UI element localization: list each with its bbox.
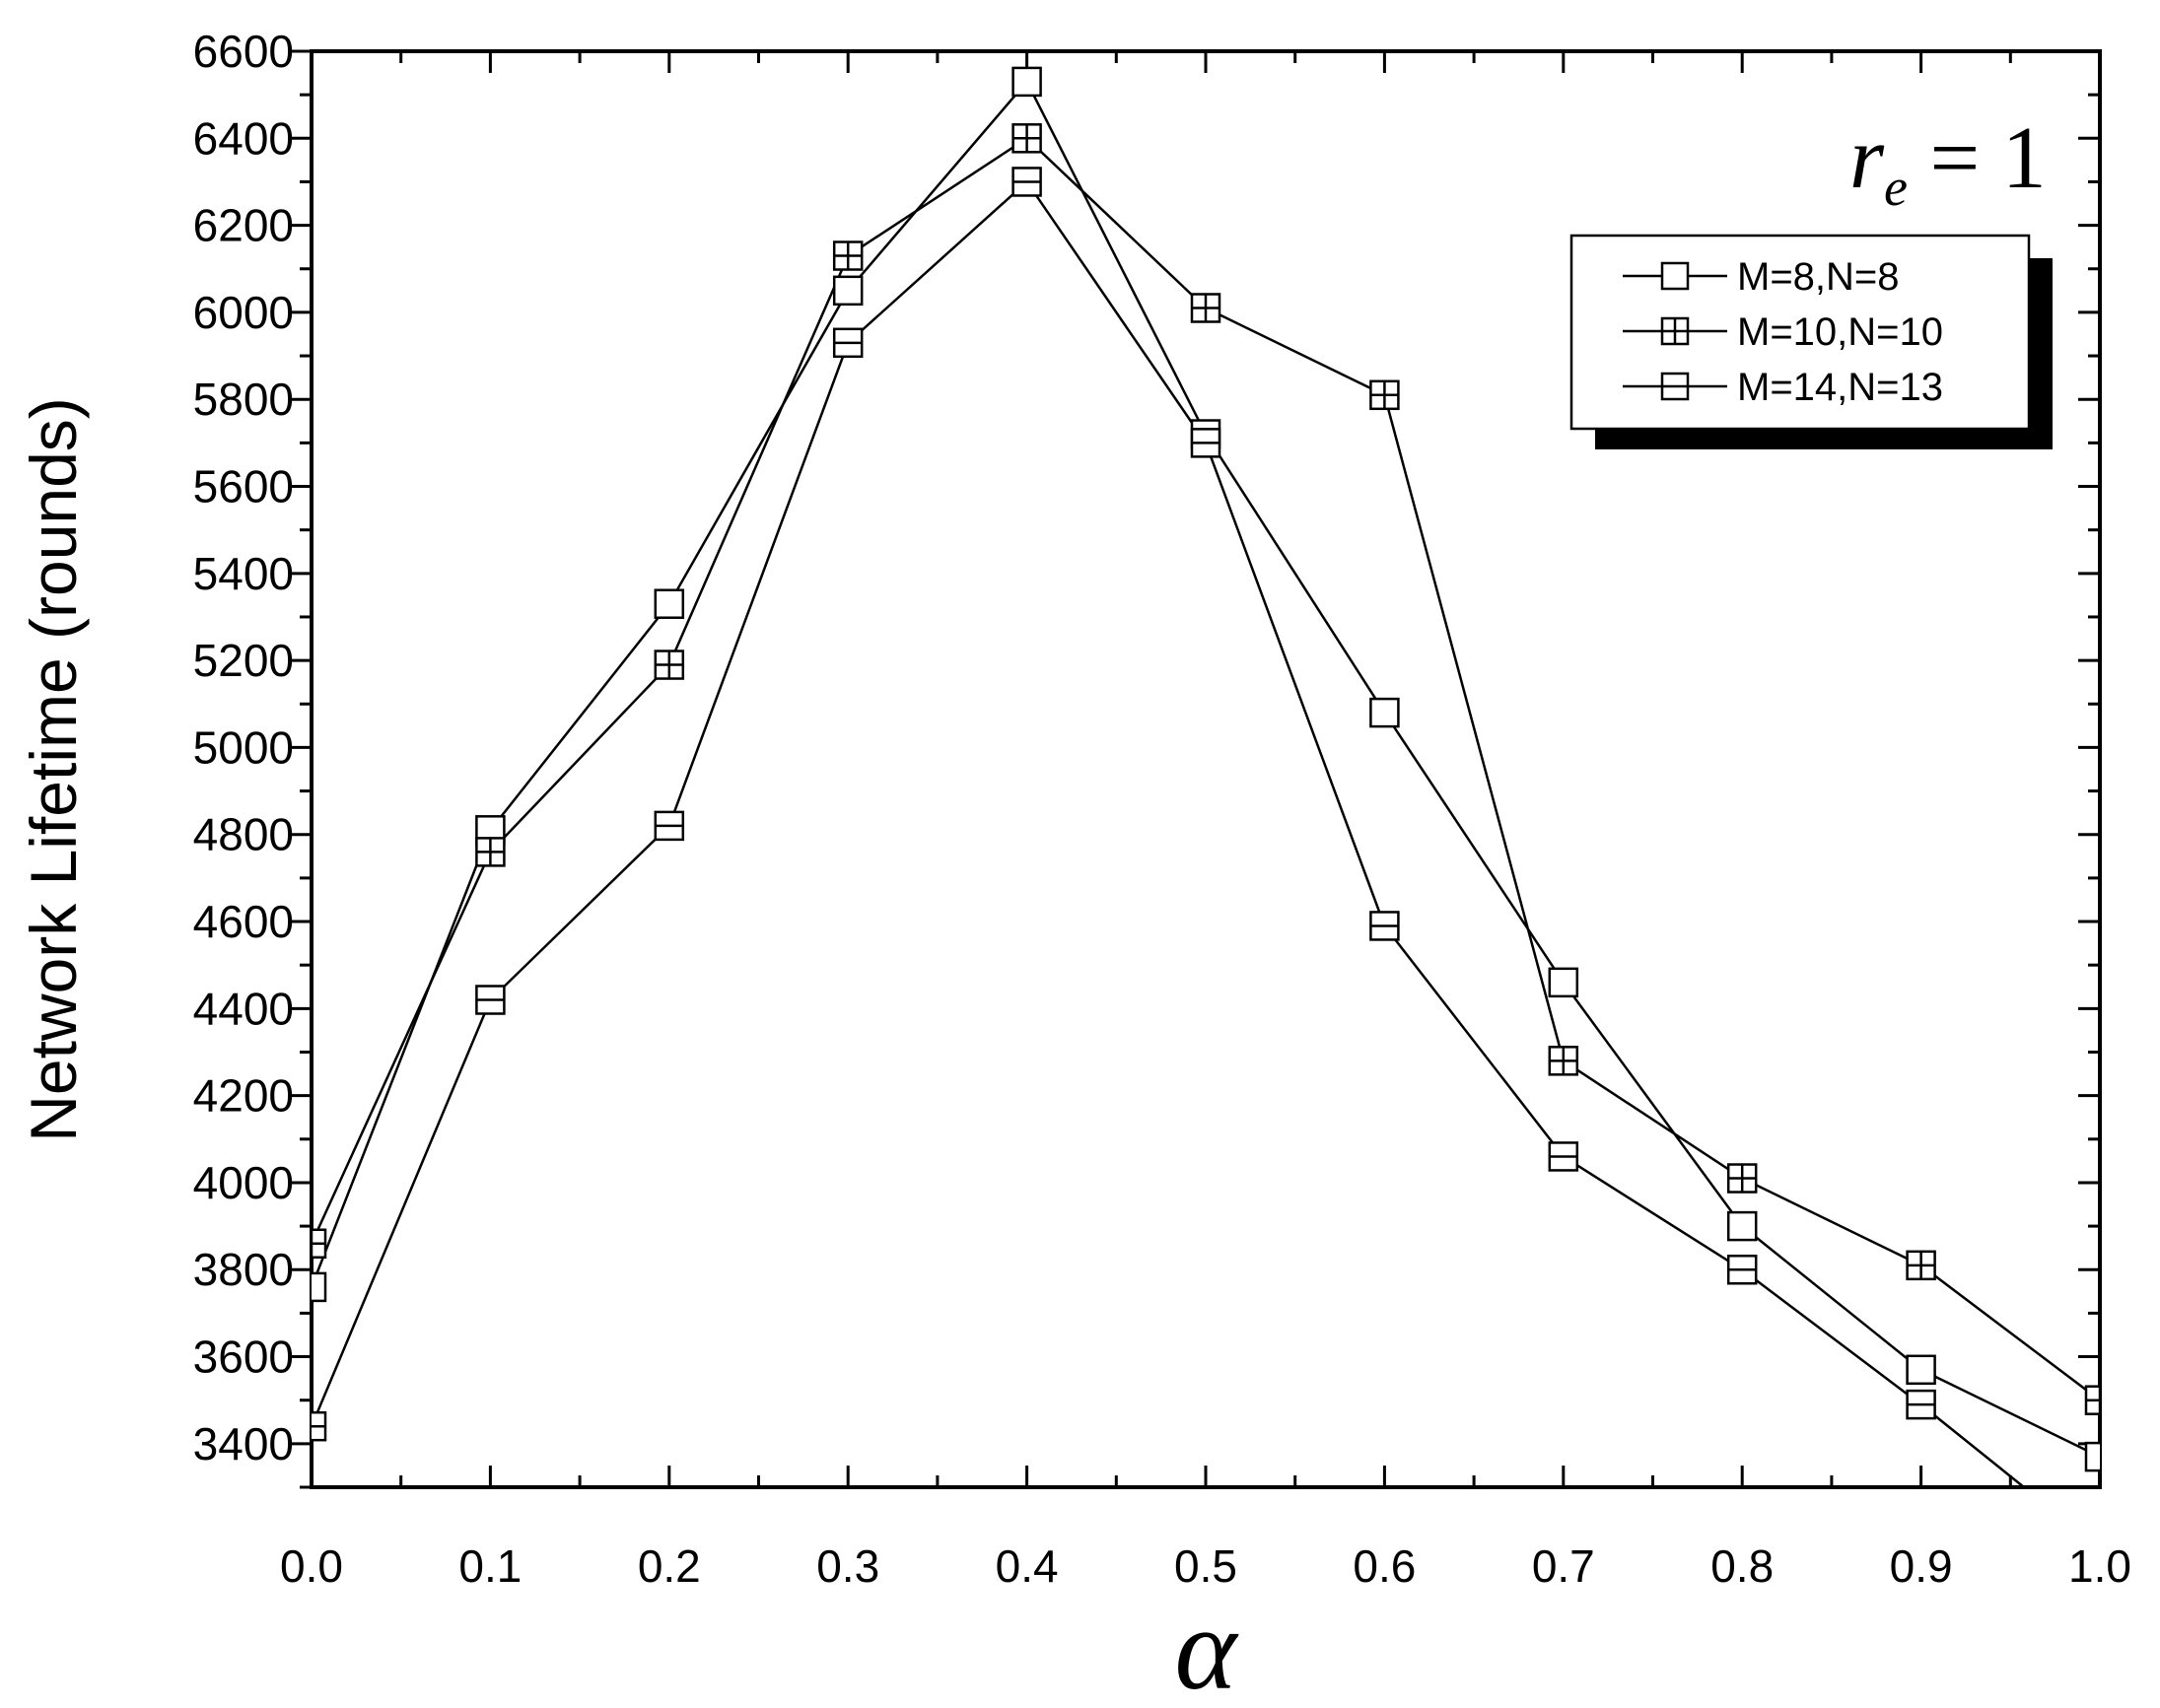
legend-label: M=8,N=8 [1737,255,1900,299]
x-tick-label: 0.5 [1174,1540,1237,1592]
y-tick-label: 6400 [193,112,294,164]
legend-marker [1660,372,1690,401]
data-point-series-3 [1190,428,1221,458]
y-tick-label: 5200 [193,635,294,686]
data-point-series-2 [654,649,685,680]
data-point-series-1 [312,1271,327,1303]
legend-item: M=8,N=8 [1623,255,1900,299]
x-axis-label: α [1175,1583,1239,1708]
y-tick-label: 6200 [193,200,294,251]
data-point-series-2 [1369,379,1400,411]
data-point-series-1 [1011,66,1042,98]
legend-label: M=14,N=13 [1737,366,1943,409]
data-point-series-2 [2084,1385,2100,1415]
x-tick-label: 1.0 [2068,1540,2131,1592]
y-tick-label: 5400 [193,548,294,599]
x-tick-label: 0.2 [638,1540,701,1592]
y-tick-label: 4800 [193,809,294,860]
y-tick-label: 5800 [193,374,294,425]
x-tick-label: 0.8 [1710,1540,1774,1592]
y-tick-label: 3800 [193,1244,294,1295]
data-point-series-1 [1906,1354,1936,1386]
y-tick-labels: 3400 3600 3800 4000 4200 4400 4600 4800 5000 5200… [193,26,294,1469]
data-point-series-1 [1369,697,1400,728]
x-tick-label: 0.3 [816,1540,879,1592]
data-point-series-1 [2084,1441,2100,1472]
data-point-series-2 [1548,1046,1579,1076]
x-tick-label: 0.1 [458,1540,522,1592]
data-point-series-1 [1726,1210,1758,1242]
y-tick-label: 4400 [193,983,294,1034]
data-point-series-3 [654,810,685,842]
legend-marker [1660,261,1690,291]
y-tick-label: 5600 [193,461,294,512]
data-point-series-3 [1369,911,1400,941]
legend-item: M=10,N=10 [1623,310,1943,354]
data-point-series-1 [1548,967,1579,998]
data-point-series-2 [475,837,506,867]
y-axis-label: Network Lifetime (rounds) [17,397,90,1142]
x-tick-label: 0.9 [1890,1540,1953,1592]
legend-item: M=14,N=13 [1623,366,1943,409]
data-point-series-3 [1726,1254,1758,1285]
x-tick-labels: 0.0 0.1 0.2 0.3 0.4 0.5 0.6 0.7 0.8 0.9 1.0 [280,1540,2131,1592]
data-point-series-3 [832,327,864,359]
data-point-series-3 [1548,1141,1579,1172]
x-tick-label: 0.7 [1532,1540,1595,1592]
legend-marker [1660,316,1690,346]
data-point-series-3 [1906,1389,1936,1420]
data-point-series-2 [1190,293,1221,323]
data-point-series-2 [1011,123,1042,154]
data-point-series-1 [654,588,685,619]
data-point-series-2 [832,240,864,271]
y-tick-label: 4200 [193,1070,294,1122]
legend: M=8,N=8 M=10,N=10 M=14,N=13 [1569,234,2053,449]
x-tick-label: 0.0 [280,1540,343,1592]
y-tick-label: 6600 [193,26,294,77]
legend-label: M=10,N=10 [1737,310,1943,354]
data-point-series-2 [1726,1163,1758,1194]
data-point-series-3 [1011,167,1042,197]
x-tick-label: 0.4 [996,1540,1059,1592]
series-markers [312,66,2100,1472]
x-tick-label: 0.6 [1353,1540,1416,1592]
data-point-series-2 [312,1228,327,1260]
y-tick-label: 6000 [193,287,294,338]
y-tick-label: 3600 [193,1332,294,1383]
y-tick-label: 5000 [193,721,294,773]
data-point-series-1 [832,275,864,307]
y-tick-label: 4600 [193,896,294,947]
data-point-series-2 [1906,1250,1936,1281]
y-tick-label: 3400 [193,1418,294,1469]
chart-annotation: re = 1 [1849,109,2047,217]
data-point-series-3 [312,1410,327,1442]
y-tick-label: 4000 [193,1157,294,1208]
data-point-series-3 [475,985,506,1015]
